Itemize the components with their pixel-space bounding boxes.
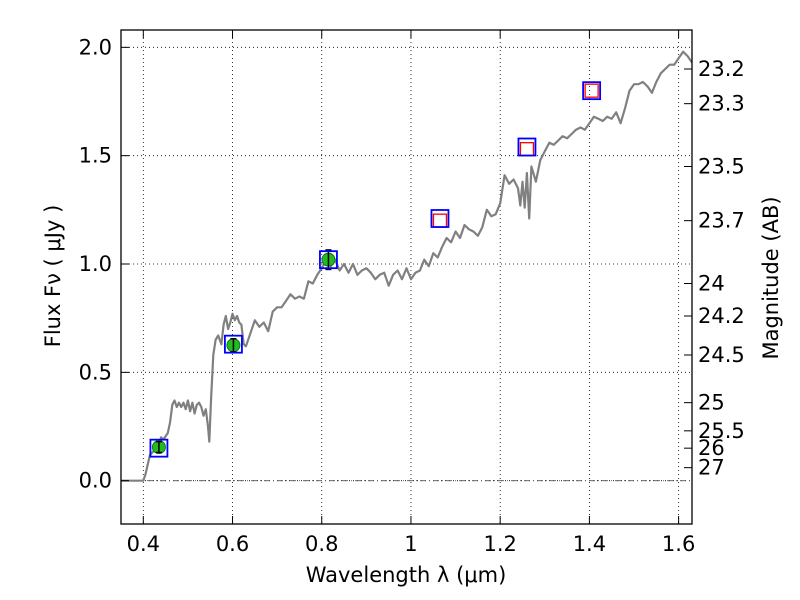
synthetic-photometry-marker [319,250,338,270]
y-tick-label: 1.0 [79,252,112,276]
synthetic-photometry-marker [430,209,450,228]
magnitude-axis-label: Magnitude (AB) [759,196,783,359]
y-tick-label: 2.0 [79,35,112,59]
upper-limit-marker [519,142,535,157]
upper-limit-marker [432,213,448,228]
magnitude-tick-label: 24.5 [698,343,745,367]
x-tick-label: 0.8 [305,532,338,556]
magnitude-tick-label: 23.5 [698,155,745,179]
y-tick-label: 0.5 [79,360,112,384]
magnitude-tick-label: 23.3 [698,92,745,116]
synthetic-photometry-marker [582,81,602,101]
x-tick-label: 1 [404,532,417,556]
photometry-markers [149,81,602,458]
synthetic-photometry-marker [149,438,169,458]
magnitude-tick-label: 25 [698,391,725,415]
x-tick-label: 1.4 [573,532,606,556]
grid-lines [121,30,692,524]
magnitude-tick-label: 25.5 [698,419,745,443]
magnitude-tick-label: 26 [698,436,725,460]
model-spectrum-line [121,50,693,482]
magnitude-tick-label: 24.2 [698,304,745,328]
x-tick-label: 0.4 [127,532,160,556]
magnitude-tick-label: 24 [698,272,725,296]
x-tick-label: 1.6 [662,532,695,556]
y-axis-label: Flux Fν ( μJy ) [41,205,65,348]
model-spectrum [121,50,693,482]
synthetic-photometry-marker [517,137,537,157]
synthetic-photometry-marker [224,334,243,354]
y-tick-label: 0.0 [79,469,112,493]
magnitude-tick-label: 23.7 [698,209,745,233]
x-tick-label: 0.6 [216,532,249,556]
y-tick-label: 1.5 [79,144,112,168]
x-axis-label: Wavelength λ (μm) [306,563,507,587]
magnitude-tick-label: 27 [698,456,725,480]
axis-ticks: 0.4 0.6 0.8 1 1.2 1.4 1.6 0.0 0.5 1.0 1.5 2.0 23.2 23… [79,30,745,556]
plot-frame [120,29,693,525]
magnitude-tick-label: 23.2 [698,57,745,81]
x-tick-label: 1.2 [483,532,516,556]
upper-limit-marker [584,83,599,98]
